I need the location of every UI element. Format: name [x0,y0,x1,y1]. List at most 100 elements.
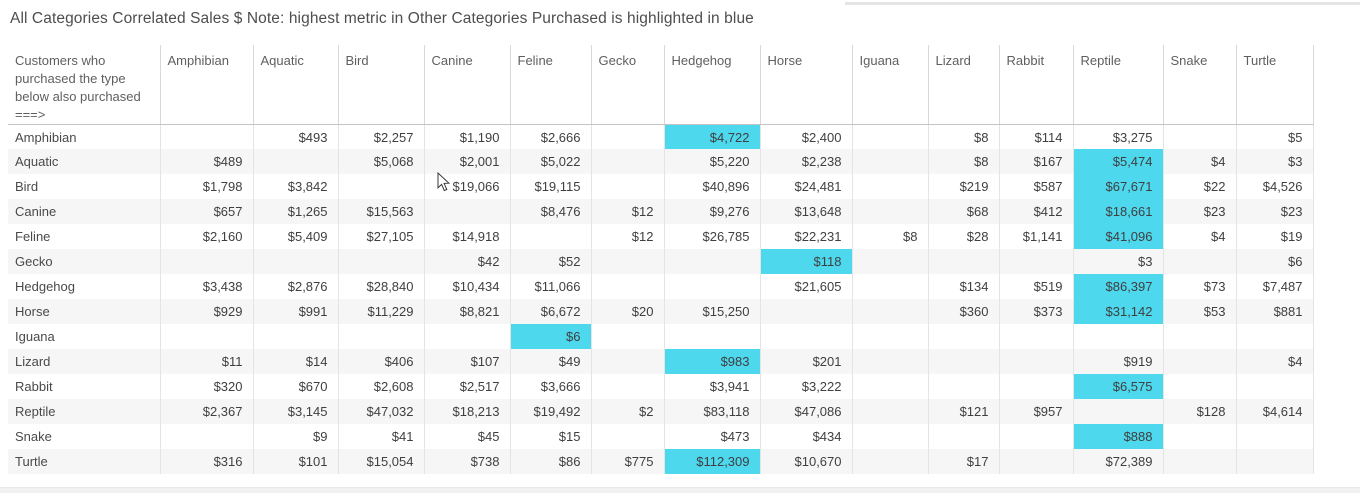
column-header[interactable]: Snake [1163,45,1237,125]
table-row: Rabbit $320 $670 $2,608 $2,517 $3,666 $3,941 $3… [8,374,1314,400]
value-cell: $519 [999,274,1074,300]
column-header[interactable]: Turtle [1236,45,1314,125]
table-row: Iguana $6 [8,324,1314,350]
row-header[interactable]: Reptile [8,399,161,425]
value-cell: $18,213 [424,399,511,425]
row-header[interactable]: Rabbit [8,374,161,400]
highlighted-value-cell: $6 [510,324,592,350]
value-cell: $19,066 [424,174,511,200]
value-cell [999,349,1074,375]
value-cell [852,249,929,275]
top-horizontal-scrollbar[interactable] [845,2,1360,5]
value-cell [999,324,1074,350]
table-row: Lizard $11 $14 $406 $107 $49 $983 $201 $919 $4 [8,349,1314,375]
value-cell: $68 [928,199,1000,225]
value-cell: $3 [1073,249,1164,275]
value-cell: $11 [160,349,254,375]
value-cell [1163,424,1237,450]
value-cell [852,399,929,425]
column-header[interactable]: Feline [510,45,592,125]
row-header[interactable]: Amphibian [8,124,161,150]
value-cell: $24,481 [760,174,853,200]
value-cell: $8 [928,124,1000,150]
column-header[interactable]: Amphibian [160,45,254,125]
value-cell [664,324,761,350]
value-cell [591,174,665,200]
value-cell: $1,265 [253,199,339,225]
column-header[interactable]: Iguana [852,45,929,125]
value-cell: $17 [928,449,1000,475]
value-cell [253,324,339,350]
value-cell: $72,389 [1073,449,1164,475]
corner-header[interactable]: Customers who purchased the type below a… [8,45,161,125]
row-header[interactable]: Canine [8,199,161,225]
value-cell [424,324,511,350]
column-header[interactable]: Canine [424,45,511,125]
value-cell: $5,022 [510,149,592,175]
row-header[interactable]: Horse [8,299,161,325]
value-cell: $406 [338,349,425,375]
row-header[interactable]: Snake [8,424,161,450]
value-cell [160,249,254,275]
column-header[interactable]: Horse [760,45,853,125]
value-cell: $73 [1163,274,1237,300]
value-cell: $2,517 [424,374,511,400]
value-cell: $19,115 [510,174,592,200]
value-cell: $8,821 [424,299,511,325]
value-cell: $7,487 [1236,274,1314,300]
row-header[interactable]: Turtle [8,449,161,475]
value-cell: $15 [510,424,592,450]
column-header[interactable]: Lizard [928,45,1000,125]
value-cell: $360 [928,299,1000,325]
highlighted-value-cell: $18,661 [1073,199,1164,225]
value-cell: $12 [591,224,665,250]
value-cell: $3,275 [1073,124,1164,150]
value-cell [852,349,929,375]
correlated-sales-table: Customers who purchased the type below a… [8,45,1314,475]
value-cell: $1,798 [160,174,254,200]
value-cell: $134 [928,274,1000,300]
value-cell: $316 [160,449,254,475]
value-cell [591,424,665,450]
row-header[interactable]: Gecko [8,249,161,275]
table-row: Aquatic $489 $5,068 $2,001 $5,022 $5,220 $2,23… [8,149,1314,175]
value-cell: $991 [253,299,339,325]
value-cell [1163,349,1237,375]
column-header[interactable]: Rabbit [999,45,1074,125]
row-header[interactable]: Lizard [8,349,161,375]
value-cell: $5,068 [338,149,425,175]
value-cell [664,274,761,300]
column-header[interactable]: Reptile [1073,45,1164,125]
row-header[interactable]: Feline [8,224,161,250]
table-row: Canine $657 $1,265 $15,563 $8,476 $12 $9,276 $1… [8,199,1314,225]
row-header[interactable]: Bird [8,174,161,200]
column-header[interactable]: Hedgehog [664,45,761,125]
value-cell: $23 [1236,199,1314,225]
value-cell [852,374,929,400]
row-header[interactable]: Hedgehog [8,274,161,300]
row-header[interactable]: Iguana [8,324,161,350]
table-row: Horse $929 $991 $11,229 $8,821 $6,672 $20 $15,2… [8,299,1314,325]
row-header[interactable]: Aquatic [8,149,161,175]
value-cell: $4 [1163,224,1237,250]
value-cell [160,124,254,150]
column-header[interactable]: Aquatic [253,45,339,125]
value-cell: $20 [591,299,665,325]
value-cell: $23 [1163,199,1237,225]
value-cell [338,249,425,275]
value-cell: $107 [424,349,511,375]
bottom-horizontal-scrollbar[interactable] [0,487,1360,493]
value-cell [760,299,853,325]
table-row: Hedgehog $3,438 $2,876 $28,840 $10,434 $11,06… [8,274,1314,300]
column-header[interactable]: Gecko [591,45,665,125]
value-cell: $22 [1163,174,1237,200]
value-cell: $9,276 [664,199,761,225]
value-cell: $434 [760,424,853,450]
column-header[interactable]: Bird [338,45,425,125]
value-cell: $121 [928,399,1000,425]
value-cell [999,374,1074,400]
value-cell: $2,160 [160,224,254,250]
value-cell: $12 [591,199,665,225]
value-cell: $15,563 [338,199,425,225]
value-cell: $3,842 [253,174,339,200]
